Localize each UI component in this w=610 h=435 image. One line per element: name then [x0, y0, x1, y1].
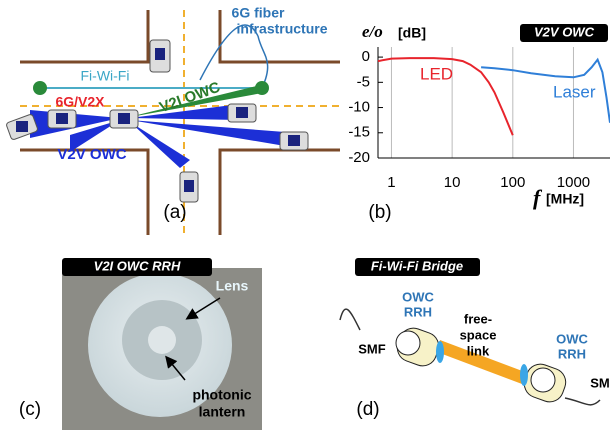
- label: lantern: [199, 404, 246, 420]
- label: infrastructure: [236, 21, 327, 37]
- lens: [436, 341, 444, 363]
- x-tick-label: 10: [444, 174, 461, 191]
- y-tick-label: -20: [348, 149, 370, 166]
- badge-text: Fi-Wi-Fi Bridge: [371, 258, 463, 273]
- x-label: f: [533, 185, 543, 210]
- x-tick-label: 1000: [557, 174, 590, 191]
- panel-label: (c): [19, 399, 41, 420]
- label: photonic: [192, 387, 251, 403]
- y-label: e/o: [362, 22, 383, 41]
- series-label: LED: [420, 64, 453, 83]
- y-tick-label: -15: [348, 124, 370, 141]
- fiber: [340, 309, 360, 330]
- v2v-beam: [130, 122, 190, 168]
- figure: 6G fiber infrastructure Fi-Wi-Fi 6G/V2X …: [0, 0, 610, 430]
- badge-text: V2V OWC: [534, 24, 595, 39]
- label: V2V OWC: [57, 146, 126, 163]
- lantern: [148, 326, 176, 354]
- x-tick-label: 1: [387, 174, 395, 191]
- label: SM: [590, 375, 610, 390]
- label: space: [460, 327, 497, 342]
- rrh: [33, 81, 47, 95]
- label: SMF: [358, 341, 386, 356]
- label: RRH: [558, 346, 586, 361]
- panel-label: (b): [368, 202, 391, 223]
- panel-a: 6G fiber infrastructure Fi-Wi-Fi 6G/V2X …: [6, 5, 340, 235]
- cars: [6, 40, 308, 202]
- y-tick-label: -10: [348, 99, 370, 116]
- series-label: Laser: [553, 82, 596, 101]
- panel-label: (d): [356, 399, 379, 420]
- x-tick-label: 100: [500, 174, 525, 191]
- y-tick-label: -5: [357, 73, 370, 90]
- label: OWC: [402, 289, 434, 304]
- y-tick-label: 0: [362, 48, 370, 65]
- badge-text: V2I OWC RRH: [94, 258, 181, 273]
- label: 6G fiber: [232, 5, 285, 21]
- label: Lens: [216, 278, 249, 294]
- label: Fi-Wi-Fi: [81, 68, 130, 84]
- label: free-: [464, 311, 492, 326]
- panel-label: (a): [163, 202, 186, 223]
- panel-d: Fi-Wi-Fi Bridge OWC RRH OWC RRH SMF SM f…: [340, 258, 610, 420]
- x-label: [MHz]: [546, 191, 584, 207]
- panel-b: V2V OWC e/o [dB] f [MHz] (b) 1 10 100 1000 0…: [348, 22, 610, 223]
- lantern: [396, 331, 420, 355]
- panel-c: V2I OWC RRH Lens photonic lantern (c): [19, 258, 262, 430]
- lantern: [531, 368, 555, 392]
- lens: [520, 364, 528, 386]
- label: link: [467, 343, 490, 358]
- label: RRH: [404, 304, 432, 319]
- fiber: [565, 398, 600, 405]
- label: OWC: [556, 331, 588, 346]
- label: 6G/V2X: [55, 94, 105, 110]
- y-label: [dB]: [398, 25, 426, 41]
